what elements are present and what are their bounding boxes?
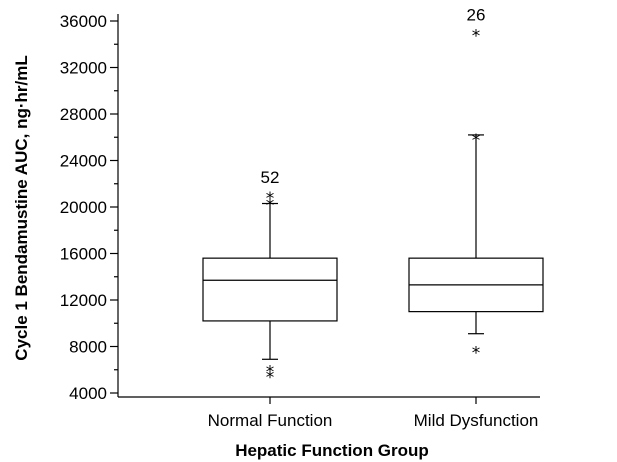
group-n-label: 52	[261, 168, 280, 187]
iqr-box	[202, 257, 338, 322]
box-group: ****52	[202, 168, 338, 388]
outlier-marker: *	[266, 368, 275, 388]
y-axis: 4000 8000 12000 16000 20000 24000 28000 32000 36…	[60, 12, 119, 403]
y-tick-label: 24000	[60, 152, 107, 171]
y-tick-label: 4000	[69, 384, 107, 403]
box-group: * * * 26	[408, 5, 544, 364]
y-tick-label: 36000	[60, 12, 107, 31]
outlier-marker: *	[266, 196, 275, 216]
outlier-marker: *	[266, 189, 275, 209]
y-tick-label: 8000	[69, 338, 107, 357]
y-tick-label: 28000	[60, 105, 107, 124]
x-axis: Normal Function Mild Dysfunction	[118, 396, 540, 430]
outlier-marker: *	[472, 344, 481, 364]
y-tick-label: 20000	[60, 198, 107, 217]
outlier-marker: *	[472, 26, 481, 46]
y-tick-label: 32000	[60, 59, 107, 78]
outlier-marker: *	[266, 362, 275, 382]
y-tick-label: 16000	[60, 245, 107, 264]
x-tick-label: Normal Function	[208, 411, 333, 430]
y-tick-label: 12000	[60, 291, 107, 310]
x-tick-label: Mild Dysfunction	[414, 411, 539, 430]
y-axis-title: Cycle 1 Bendamustine AUC, ng·hr/mL	[12, 55, 31, 360]
x-axis-title: Hepatic Function Group	[235, 441, 429, 460]
plot-area: ****52***26	[202, 5, 544, 388]
group-n-label: 26	[467, 5, 486, 24]
outlier-marker: *	[472, 131, 481, 151]
